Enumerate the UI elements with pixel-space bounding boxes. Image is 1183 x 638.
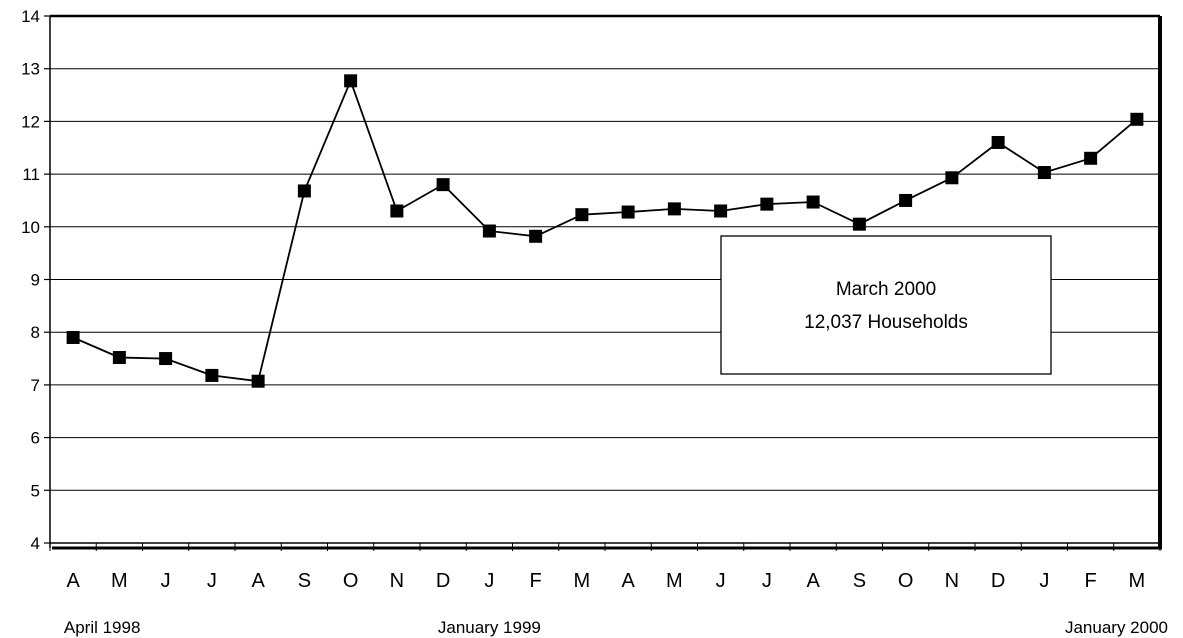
data-point-22 bbox=[1084, 151, 1098, 165]
series-line-path bbox=[72, 79, 1138, 383]
y-axis: 4 5 6 7 8 9 10 11 12 13 14 bbox=[21, 7, 50, 553]
x-tick-label-0: A bbox=[66, 570, 80, 592]
x-tick-label-17: S bbox=[853, 570, 866, 592]
x-tick-label-8: D bbox=[436, 570, 450, 592]
x-tick-label-4: A bbox=[251, 570, 265, 592]
data-point-11 bbox=[575, 208, 589, 222]
data-point-19 bbox=[945, 171, 959, 185]
y-tick-label-8: 8 bbox=[31, 323, 40, 342]
annotation-frame bbox=[720, 235, 1052, 375]
data-point-5 bbox=[297, 184, 311, 198]
x-tick-label-18: O bbox=[898, 570, 914, 592]
series-markers bbox=[66, 74, 1144, 388]
annotation-line-2: 12,037 Households bbox=[804, 312, 968, 333]
y-tick-label-11: 11 bbox=[22, 165, 40, 184]
x-group-label-2: January 2000 bbox=[1065, 618, 1168, 637]
x-tick-label-21: J bbox=[1039, 570, 1049, 592]
y-tick-label-6: 6 bbox=[31, 429, 40, 448]
data-point-8 bbox=[436, 178, 450, 192]
series-line bbox=[72, 79, 1138, 383]
x-tick-label-11: M bbox=[574, 570, 591, 592]
x-tick-label-12: A bbox=[621, 570, 635, 592]
x-tick-label-2: J bbox=[161, 570, 171, 592]
x-tick-label-19: N bbox=[945, 570, 959, 592]
data-point-4 bbox=[251, 374, 265, 388]
data-point-12 bbox=[621, 205, 635, 219]
annotation-box: March 2000 12,037 Households bbox=[720, 235, 1052, 375]
x-tick-label-3: J bbox=[207, 570, 217, 592]
data-point-16 bbox=[806, 195, 820, 209]
x-group-label-0: April 1998 bbox=[64, 618, 141, 637]
y-tick-label-12: 12 bbox=[21, 112, 40, 131]
data-point-21 bbox=[1037, 166, 1051, 180]
y-tick-label-14: 14 bbox=[21, 7, 40, 26]
y-tick-label-4: 4 bbox=[31, 534, 40, 553]
data-point-7 bbox=[390, 204, 404, 218]
x-tick-label-7: N bbox=[390, 570, 404, 592]
x-tick-label-1: M bbox=[111, 570, 128, 592]
annotation-line-1: March 2000 bbox=[836, 279, 936, 300]
data-point-0 bbox=[66, 330, 80, 344]
data-point-23 bbox=[1130, 112, 1144, 126]
x-tick-label-5: S bbox=[298, 570, 311, 592]
x-tick-label-20: D bbox=[991, 570, 1005, 592]
x-group-labels: April 1998 January 1999 January 2000 bbox=[64, 618, 1168, 637]
data-point-1 bbox=[112, 350, 126, 364]
data-point-6 bbox=[344, 74, 358, 88]
data-point-20 bbox=[991, 135, 1005, 149]
x-tick-label-14: J bbox=[716, 570, 726, 592]
x-tick-label-13: M bbox=[666, 570, 683, 592]
y-tick-label-5: 5 bbox=[31, 481, 40, 500]
grid-lines bbox=[50, 68, 1160, 491]
y-tick-label-7: 7 bbox=[31, 376, 40, 395]
x-tick-label-16: A bbox=[806, 570, 820, 592]
x-tick-label-22: F bbox=[1085, 570, 1097, 592]
y-tick-label-9: 9 bbox=[31, 271, 40, 290]
x-tick-label-15: J bbox=[762, 570, 772, 592]
x-group-label-1: January 1999 bbox=[438, 618, 541, 637]
data-point-10 bbox=[529, 229, 543, 243]
x-tick-label-10: F bbox=[530, 570, 542, 592]
x-tick-label-23: M bbox=[1129, 570, 1146, 592]
x-tick-label-9: J bbox=[484, 570, 494, 592]
y-tick-label-13: 13 bbox=[21, 60, 40, 79]
x-tick-label-6: O bbox=[343, 570, 359, 592]
data-point-15 bbox=[760, 197, 774, 211]
y-tick-label-10: 10 bbox=[21, 218, 40, 237]
data-point-18 bbox=[899, 193, 913, 207]
data-point-14 bbox=[714, 204, 728, 218]
data-point-3 bbox=[205, 368, 219, 382]
data-point-9 bbox=[482, 224, 496, 238]
data-point-17 bbox=[852, 217, 866, 231]
data-point-13 bbox=[667, 202, 681, 216]
data-point-2 bbox=[159, 352, 173, 366]
